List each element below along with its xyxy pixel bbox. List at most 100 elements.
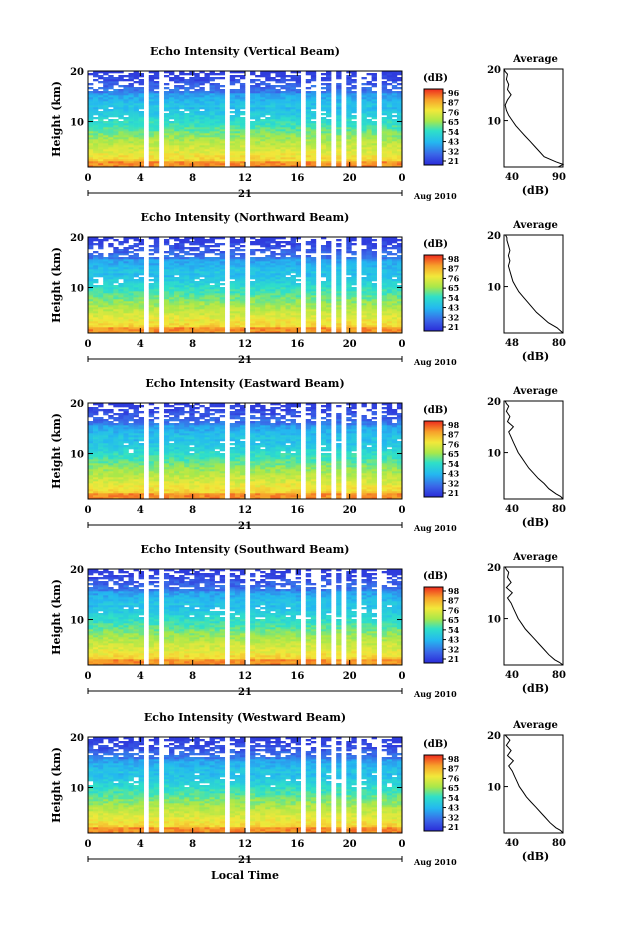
heatmap-cell: [280, 325, 286, 328]
heatmap-cell: [361, 295, 367, 298]
heatmap-cell: [108, 137, 114, 140]
heatmap-cell: [280, 159, 286, 162]
heatmap-cell: [305, 321, 312, 324]
heatmap-cell: [174, 151, 180, 154]
heatmap-cell: [234, 89, 241, 92]
heatmap-cell: [346, 283, 352, 286]
heatmap-cell: [295, 125, 302, 128]
heatmap-cell: [169, 149, 175, 152]
heatmap-cell: [108, 93, 114, 96]
heatmap-cell: [179, 137, 185, 140]
heatmap-cell: [255, 83, 261, 86]
heatmap-cell: [148, 293, 155, 296]
heatmap-cell: [148, 331, 155, 334]
heatmap-cell: [280, 117, 286, 120]
heatmap-cell: [285, 135, 291, 138]
heatmap-cell: [260, 95, 266, 98]
heatmap-cell: [113, 297, 119, 300]
heatmap-cell: [290, 77, 296, 80]
heatmap-cell: [169, 147, 175, 150]
heatmap-cell: [371, 97, 377, 100]
heatmap-cell: [204, 163, 210, 166]
heatmap-cell: [138, 125, 145, 128]
heatmap-cell: [346, 99, 352, 102]
heatmap-cell: [113, 257, 119, 260]
heatmap-cell: [290, 85, 296, 88]
heatmap-cell: [128, 285, 134, 288]
heatmap-cell: [88, 255, 94, 258]
heatmap-cell: [138, 247, 145, 250]
panel-title: Echo Intensity (Northward Beam): [141, 211, 350, 224]
heatmap-cell: [391, 237, 398, 240]
heatmap-cell: [290, 283, 296, 286]
heatmap-cell: [209, 155, 215, 158]
heatmap-cell: [280, 77, 286, 80]
heatmap-cell: [265, 295, 271, 298]
heatmap-cell: [133, 253, 139, 256]
heatmap-cell: [270, 255, 276, 258]
heatmap-cell: [133, 259, 139, 262]
heatmap-cell: [163, 137, 170, 140]
heatmap-cell: [346, 265, 352, 268]
heatmap-cell: [209, 307, 215, 310]
heatmap-cell: [285, 159, 291, 162]
heatmap-cell: [285, 97, 291, 100]
heatmap-cell: [214, 293, 220, 296]
heatmap-cell: [194, 313, 200, 316]
heatmap-cell: [199, 313, 205, 316]
heatmap-cell: [199, 261, 205, 264]
heatmap-cell: [239, 245, 246, 248]
heatmap-cell: [163, 141, 170, 144]
heatmap-cell: [371, 285, 377, 288]
heatmap-cell: [326, 291, 332, 294]
heatmap-cell: [199, 237, 205, 240]
heatmap-cell: [214, 141, 220, 144]
heatmap-cell: [174, 293, 180, 296]
heatmap-cell: [396, 317, 403, 320]
heatmap-cell: [169, 279, 175, 282]
heatmap-cell: [381, 249, 388, 252]
heatmap-cell: [290, 147, 296, 150]
heatmap-cell: [310, 165, 317, 168]
heatmap-cell: [123, 149, 129, 152]
heatmap-cell: [148, 307, 155, 310]
heatmap-cell: [148, 151, 155, 154]
heatmap-cell: [351, 137, 357, 140]
heatmap-cell: [234, 161, 241, 164]
heatmap-cell: [204, 317, 210, 320]
heatmap-cell: [103, 305, 109, 308]
heatmap-cell: [108, 71, 114, 74]
heatmap-cell: [346, 95, 352, 98]
heatmap-cell: [396, 93, 403, 96]
heatmap-cell: [326, 139, 332, 142]
heatmap-cell: [118, 165, 124, 168]
heatmap-cell: [103, 139, 109, 142]
heatmap-cell: [270, 275, 276, 278]
heatmap-cell: [275, 81, 281, 84]
heatmap-cell: [118, 159, 124, 162]
heatmap-cell: [138, 265, 145, 268]
heatmap-cell: [88, 317, 94, 320]
heatmap-cell: [229, 267, 236, 270]
heatmap-cell: [305, 123, 312, 126]
heatmap-cell: [88, 319, 94, 322]
heatmap-cell: [260, 111, 266, 114]
heatmap-cell: [326, 163, 332, 166]
heatmap-cell: [351, 163, 357, 166]
heatmap-cell: [103, 283, 109, 286]
heatmap-cell: [128, 153, 134, 156]
heatmap-cell: [93, 263, 99, 266]
heatmap-cell: [174, 265, 180, 268]
colorbar-tick-label: 87: [448, 264, 459, 274]
heatmap-cell: [290, 281, 296, 284]
heatmap-cell: [133, 261, 139, 264]
heatmap-cell: [326, 321, 332, 324]
heatmap-cell: [295, 269, 302, 272]
heatmap-cell: [98, 313, 104, 316]
heatmap-cell: [320, 155, 327, 158]
heatmap-cell: [174, 497, 180, 500]
heatmap-cell: [366, 255, 372, 258]
heatmap-cell: [290, 83, 296, 86]
heatmap-cell: [295, 495, 302, 498]
heatmap-cell: [108, 105, 114, 108]
